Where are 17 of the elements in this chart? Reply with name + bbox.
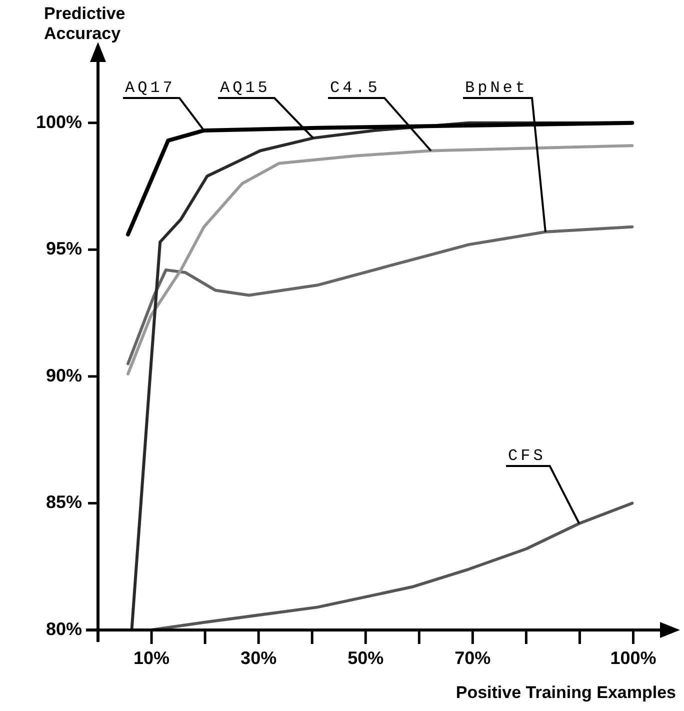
x-tick-label: 100% bbox=[610, 648, 656, 668]
y-axis-title: Predictive Accuracy bbox=[44, 4, 126, 44]
y-tick-label: 90% bbox=[46, 365, 82, 386]
text: AQ15 bbox=[220, 79, 270, 97]
y-tick-label: 95% bbox=[46, 238, 82, 259]
text: BpNet bbox=[465, 79, 528, 97]
x-tick-label: 50% bbox=[348, 648, 384, 668]
text: CFS bbox=[508, 447, 546, 465]
x-tick-label: 70% bbox=[454, 648, 491, 668]
x-tick-label: 10% bbox=[134, 648, 170, 668]
y-tick-label: 80% bbox=[46, 618, 82, 639]
y-tick-label: 100% bbox=[36, 112, 82, 132]
x-tick-label: 30% bbox=[240, 648, 277, 668]
text: AQ17 bbox=[125, 79, 176, 97]
x-axis-title: Positive Training Examples bbox=[456, 683, 676, 703]
text: C4.5 bbox=[330, 79, 380, 97]
y-tick-label: 85% bbox=[46, 492, 82, 512]
